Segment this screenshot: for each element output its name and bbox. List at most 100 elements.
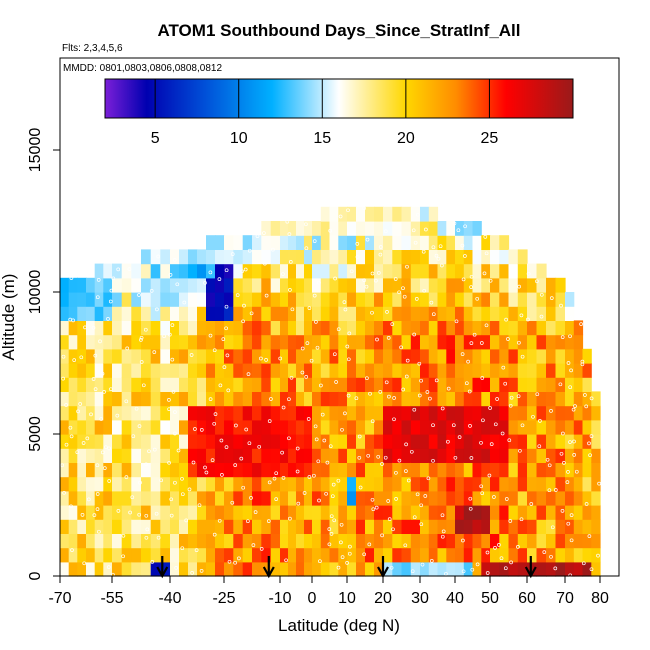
heatmap-cell <box>428 462 439 478</box>
heatmap-cell <box>112 320 123 336</box>
heatmap-cell <box>296 235 305 250</box>
sample-point <box>312 473 316 478</box>
heatmap-cell <box>508 292 519 307</box>
sample-point <box>503 381 508 386</box>
heatmap-cell <box>131 448 142 463</box>
heatmap-cell <box>197 419 207 435</box>
heatmap-cell <box>338 490 348 506</box>
heatmap-cell <box>68 277 78 293</box>
heatmap-cell <box>188 405 198 421</box>
sample-point <box>479 484 484 489</box>
heatmap-cell <box>517 547 528 563</box>
heatmap-cell <box>304 277 313 293</box>
heatmap-cell <box>455 263 465 279</box>
heatmap-cell <box>463 235 474 250</box>
heatmap-cell <box>338 363 348 378</box>
heatmap-cell <box>197 363 207 378</box>
sample-point <box>86 497 91 502</box>
heatmap-cell <box>499 505 510 520</box>
heatmap-cell <box>197 505 207 520</box>
heatmap-cell <box>508 263 519 279</box>
heatmap-cell <box>68 519 78 534</box>
heatmap-cell <box>312 334 322 350</box>
heatmap-cell <box>112 547 123 563</box>
heatmap-cell <box>121 448 132 463</box>
heatmap-cell <box>296 519 305 534</box>
heatmap-cell <box>446 235 456 250</box>
sample-point <box>550 525 555 530</box>
heatmap-cell <box>527 490 538 506</box>
heatmap-cell <box>150 547 161 563</box>
heatmap-cell <box>170 391 180 407</box>
sample-point <box>131 434 136 439</box>
heatmap-cell <box>536 448 547 463</box>
heatmap-cell <box>233 306 244 321</box>
heatmap-cell <box>536 462 547 478</box>
heatmap-cell <box>383 490 393 506</box>
heatmap-cell <box>170 462 180 478</box>
heatmap-cell <box>60 363 70 378</box>
heatmap-cell <box>288 419 297 435</box>
heatmap-cell <box>329 519 339 534</box>
heatmap-cell <box>356 462 366 478</box>
heatmap-cell <box>242 434 253 449</box>
heatmap-cell <box>288 263 297 279</box>
heatmap-cell <box>329 292 339 307</box>
sample-point <box>271 247 275 252</box>
y-axis-label: Altitude (m) <box>0 274 18 361</box>
heatmap-cell <box>392 348 403 364</box>
heatmap-cell <box>383 263 393 279</box>
sample-point <box>403 543 408 548</box>
sample-point <box>370 419 375 424</box>
heatmap-cell <box>141 519 152 534</box>
heatmap-cell <box>188 448 198 463</box>
heatmap-cell <box>224 448 234 463</box>
heatmap-cell <box>160 334 171 350</box>
heatmap-cell <box>329 547 339 563</box>
heatmap-cell <box>131 490 142 506</box>
sample-point <box>482 271 487 276</box>
heatmap-cell <box>280 505 289 520</box>
heatmap-cell <box>188 263 198 279</box>
sample-point <box>547 463 552 468</box>
sample-point <box>288 260 293 264</box>
heatmap-cell <box>103 320 113 336</box>
heatmap-cell <box>131 505 142 520</box>
x-axis: -70 -55 -40 -25 -10 0 10 20 30 40 50 60 70 80 <box>48 576 609 607</box>
heatmap-cell <box>312 363 322 378</box>
heatmap-cell <box>86 476 96 492</box>
heatmap-cell <box>261 249 272 265</box>
heatmap-cell <box>481 348 491 364</box>
heatmap-cell <box>170 505 180 520</box>
heatmap-cell <box>420 561 430 577</box>
sample-point <box>539 292 544 297</box>
heatmap-cell <box>103 505 113 520</box>
heatmap-cell <box>233 334 244 350</box>
heatmap-cell <box>86 462 96 478</box>
heatmap-cell <box>242 348 253 364</box>
heatmap-cell <box>401 363 412 378</box>
sample-point <box>580 359 585 364</box>
sample-point <box>191 460 196 465</box>
heatmap-cell <box>160 533 171 549</box>
heatmap-cell <box>252 320 262 336</box>
heatmap-cell <box>455 221 465 236</box>
heatmap-cell <box>252 490 262 506</box>
sample-point <box>362 206 366 211</box>
heatmap-cell <box>206 547 216 563</box>
heatmap-cell <box>455 320 465 336</box>
heatmap-cell <box>573 561 584 577</box>
heatmap-cell <box>280 490 289 506</box>
heatmap-cell <box>329 476 339 492</box>
heatmap-cell <box>320 448 331 463</box>
heatmap-cell <box>420 476 430 492</box>
heatmap-cell <box>160 490 171 506</box>
heatmap-cell <box>546 348 557 364</box>
heatmap-cell <box>428 476 439 492</box>
heatmap-cell <box>288 533 297 549</box>
heatmap-cell <box>103 434 113 449</box>
sample-point <box>79 355 84 360</box>
heatmap-cell <box>410 320 421 336</box>
heatmap-cell <box>356 249 366 265</box>
